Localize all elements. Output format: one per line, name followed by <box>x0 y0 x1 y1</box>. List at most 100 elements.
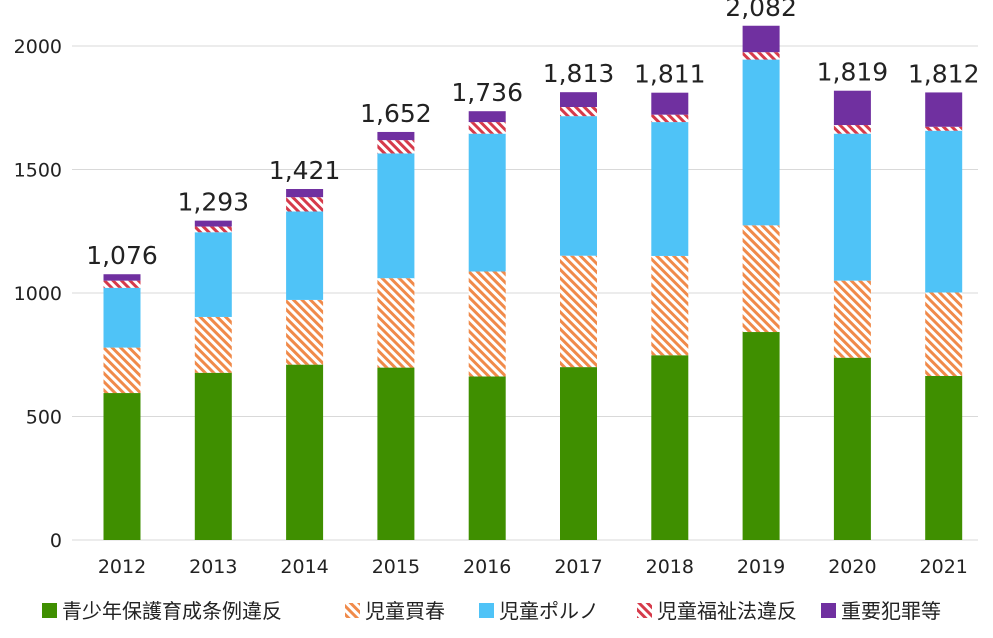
bar-segment-2012-series-4 <box>103 274 141 281</box>
bar-segment-2018-series-1 <box>651 255 689 356</box>
bar-segment-2018-series-2 <box>651 122 689 256</box>
bar-segment-2013-series-4 <box>194 220 232 227</box>
bar-segment-2013-series-0 <box>194 372 232 540</box>
legend-label: 児童ポルノ <box>499 599 599 623</box>
bar-segment-2012-series-1 <box>103 347 141 394</box>
bar-stack-2020 <box>833 90 871 540</box>
y-tick-label: 0 <box>50 530 62 552</box>
bar-segment-2013-series-2 <box>194 232 232 317</box>
x-tick-label-2021: 2021 <box>920 556 968 578</box>
bar-segment-2012-series-0 <box>103 393 141 540</box>
bar-segment-2015-series-3 <box>377 140 415 154</box>
bars <box>103 25 963 540</box>
bar-segment-2021-series-3 <box>925 126 963 131</box>
legend-item-1: 児童買春 <box>345 599 445 623</box>
x-tick-label-2018: 2018 <box>646 556 694 578</box>
bar-segment-2012-series-2 <box>103 287 141 348</box>
y-tick-label: 1500 <box>14 160 62 182</box>
bar-segment-2015-series-1 <box>377 278 415 368</box>
bar-segment-2013-series-1 <box>194 316 232 373</box>
bar-stack-2013 <box>194 220 232 540</box>
legend-item-4: 重要犯罪等 <box>821 599 941 623</box>
total-label-2017: 1,813 <box>543 59 615 88</box>
total-label-2014: 1,421 <box>269 156 341 185</box>
legend-item-3: 児童福祉法違反 <box>637 599 797 623</box>
legend-item-2: 児童ポルノ <box>479 599 599 623</box>
bar-segment-2014-series-1 <box>286 299 324 365</box>
bar-stack-2015 <box>377 131 415 540</box>
x-tick-label-2017: 2017 <box>554 556 602 578</box>
bar-segment-2020-series-0 <box>833 357 871 540</box>
total-label-2012: 1,076 <box>86 241 158 270</box>
total-labels: 1,076 1,293 1,421 1,652 1,736 1,813 1,811 2,082… <box>86 0 979 270</box>
bar-stack-2012 <box>103 274 141 540</box>
total-label-2015: 1,652 <box>360 99 432 128</box>
legend-label: 重要犯罪等 <box>841 599 941 623</box>
x-tick-label-2020: 2020 <box>828 556 876 578</box>
total-label-2016: 1,736 <box>451 78 523 107</box>
x-tick-label-2019: 2019 <box>737 556 785 578</box>
bar-segment-2015-series-2 <box>377 153 415 279</box>
x-tick-label-2016: 2016 <box>463 556 511 578</box>
bar-segment-2015-series-0 <box>377 367 415 540</box>
bar-segment-2019-series-3 <box>742 52 780 60</box>
bar-segment-2017-series-4 <box>560 92 597 108</box>
total-label-2020: 1,819 <box>817 58 889 87</box>
legend-label: 児童買春 <box>365 599 445 623</box>
bar-segment-2018-series-0 <box>651 355 689 540</box>
bar-segment-2021-series-4 <box>925 92 963 127</box>
bar-segment-2019-series-0 <box>742 332 780 540</box>
x-tick-label-2013: 2013 <box>189 556 237 578</box>
legend: 青少年保護育成条例違反 児童買春 児童ポルノ 児童福祉法違反 重要犯罪等 <box>42 599 941 623</box>
legend-swatch <box>637 603 652 618</box>
total-label-2021: 1,812 <box>908 59 980 88</box>
bar-segment-2020-series-4 <box>833 90 871 126</box>
bar-stack-2019 <box>742 25 780 540</box>
bar-stack-2016 <box>468 111 506 540</box>
bar-stack-2014 <box>286 189 324 540</box>
bar-segment-2019-series-4 <box>742 25 780 53</box>
x-axis-tick-labels: 2012 2013 2014 2015 2016 2017 2018 2019 2020 2021 <box>98 556 968 578</box>
bar-segment-2014-series-3 <box>286 197 324 212</box>
x-tick-label-2015: 2015 <box>372 556 420 578</box>
legend-swatch <box>345 603 360 618</box>
bar-segment-2020-series-1 <box>833 280 871 358</box>
bar-segment-2021-series-1 <box>925 292 963 376</box>
bar-segment-2016-series-4 <box>468 111 506 123</box>
total-label-2019: 2,082 <box>725 0 797 22</box>
bar-segment-2016-series-0 <box>468 376 506 540</box>
bar-segment-2021-series-0 <box>925 375 963 540</box>
bar-stack-2017 <box>560 92 597 540</box>
bar-segment-2019-series-2 <box>742 59 780 226</box>
bar-segment-2018-series-4 <box>651 92 689 115</box>
bar-segment-2017-series-0 <box>560 367 597 540</box>
bar-segment-2017-series-1 <box>560 255 597 368</box>
bar-stack-2018 <box>651 92 689 540</box>
legend-swatch <box>821 603 836 618</box>
total-label-2013: 1,293 <box>178 188 250 217</box>
bar-segment-2020-series-2 <box>833 133 871 281</box>
bar-segment-2018-series-3 <box>651 114 689 123</box>
bar-segment-2014-series-0 <box>286 364 324 540</box>
legend-swatch <box>42 603 57 618</box>
y-tick-label: 500 <box>26 407 62 429</box>
legend-label: 青少年保護育成条例違反 <box>62 599 282 623</box>
bar-segment-2019-series-1 <box>742 225 780 333</box>
legend-item-0: 青少年保護育成条例違反 <box>42 599 282 623</box>
legend-swatch <box>479 603 494 618</box>
bar-segment-2014-series-2 <box>286 211 324 300</box>
bar-segment-2013-series-3 <box>194 226 232 233</box>
bar-segment-2021-series-2 <box>925 130 963 293</box>
x-tick-label-2012: 2012 <box>98 556 146 578</box>
bar-segment-2012-series-3 <box>103 280 141 288</box>
total-label-2018: 1,811 <box>634 60 706 89</box>
bar-segment-2020-series-3 <box>833 125 871 134</box>
y-tick-label: 2000 <box>14 36 62 58</box>
bar-segment-2016-series-1 <box>468 271 506 377</box>
bar-stack-2021 <box>925 92 963 540</box>
bar-segment-2014-series-4 <box>286 189 324 198</box>
bar-segment-2015-series-4 <box>377 131 415 141</box>
y-tick-label: 1000 <box>14 283 62 305</box>
bar-segment-2016-series-2 <box>468 133 506 272</box>
